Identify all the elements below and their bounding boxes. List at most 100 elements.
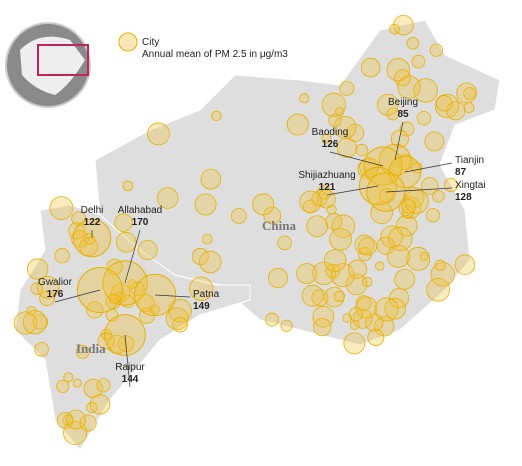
city-bubble [406, 246, 431, 271]
city-bubble [329, 228, 352, 251]
city-bubble [34, 341, 49, 357]
city-bubble [374, 297, 399, 322]
city-bubble [201, 233, 213, 245]
city-bubble [426, 277, 450, 302]
city-bubble [211, 110, 222, 122]
city-value: 128 [455, 192, 472, 203]
leader-line [124, 334, 131, 388]
city-bubble [252, 193, 275, 216]
city-bubble [456, 82, 477, 104]
leader-line [54, 289, 101, 303]
city-name: Delhi [81, 205, 104, 216]
city-bubble [75, 345, 90, 359]
india-shape [14, 204, 251, 451]
city-bubble [68, 222, 86, 240]
globe-land [20, 36, 85, 95]
city-bubble [434, 259, 446, 272]
city-bubble [345, 273, 368, 296]
city-bubble [432, 189, 445, 203]
city-bubble [267, 267, 288, 288]
city-bubble [347, 259, 368, 279]
city-bubble [386, 244, 410, 268]
city-bubble [370, 201, 393, 225]
city-value: 144 [122, 374, 139, 385]
city-bubble [384, 297, 406, 320]
city-bubble [404, 189, 429, 214]
city-bubble [286, 113, 309, 136]
city-bubble [321, 133, 332, 144]
leader-line [329, 151, 384, 167]
city-bubble [54, 248, 70, 264]
city-value: 126 [322, 139, 339, 150]
city-bubble [97, 332, 115, 350]
city-bubble [306, 215, 328, 238]
city-bubble [13, 311, 37, 335]
city-bubble [419, 251, 429, 261]
city-bubble [79, 414, 97, 432]
city-bubble [49, 196, 74, 220]
city-bubble [303, 199, 317, 214]
city-bubble [106, 258, 123, 275]
city-bubble [394, 268, 416, 290]
city-name: Shijiazhuang [298, 170, 355, 181]
city-bubble [376, 93, 399, 116]
city-value: 87 [455, 167, 467, 178]
city-value: 121 [319, 182, 336, 193]
city-bubble [63, 372, 74, 383]
city-bubble [330, 263, 355, 288]
city-name: Tianjin [455, 155, 484, 166]
city-bubble [321, 92, 346, 118]
leader-line [326, 185, 379, 196]
city-bubble [416, 110, 432, 126]
leader-line [404, 162, 453, 173]
city-bubble [311, 190, 328, 207]
city-bubble [333, 290, 346, 303]
city-bubble [361, 276, 373, 288]
country-label: India [76, 341, 106, 356]
city-bubble [386, 58, 410, 82]
city-bubble [63, 420, 88, 445]
legend-marker [118, 32, 138, 52]
globe-inset [5, 22, 91, 108]
city-bubble [360, 57, 381, 78]
city-name: Raipur [115, 362, 145, 373]
city-bubble [397, 75, 421, 99]
city-bubble [367, 329, 385, 346]
city-bubble [355, 143, 369, 157]
city-bubble [406, 37, 420, 50]
city-bubble [454, 254, 476, 275]
city-bubble [299, 190, 322, 214]
city-bubble [114, 213, 133, 232]
city-bubble [358, 237, 378, 256]
legend: City Annual mean of PM 2.5 in μg/m3 [118, 32, 288, 60]
city-bubble [137, 294, 155, 312]
city-bubble [156, 187, 179, 209]
leader-line [124, 229, 141, 284]
city-bubble [230, 208, 247, 224]
city-bubble [393, 14, 414, 36]
city-bubble [56, 411, 74, 429]
city-bubble [26, 305, 37, 316]
city-bubble [301, 284, 324, 307]
city-bubble [388, 226, 413, 252]
city-bubble [137, 240, 158, 261]
leader-line [385, 187, 453, 193]
city-bubble [424, 131, 445, 152]
city-bubble [463, 102, 475, 114]
city-bubble [115, 231, 137, 253]
city-bubble [325, 213, 343, 230]
city-bubble [72, 378, 82, 388]
legend-size-label: Annual mean of PM 2.5 in μg/m3 [142, 49, 288, 60]
city-name: Beijing [388, 97, 418, 108]
city-bubble [110, 283, 131, 303]
city-bubble [312, 305, 335, 328]
city-bubble [122, 180, 134, 192]
country-label: China [262, 218, 296, 233]
city-bubble [343, 332, 366, 355]
city-bubble [22, 310, 48, 335]
city-bubble [375, 261, 385, 271]
city-bubble [86, 301, 104, 319]
city-bubble [348, 307, 363, 322]
city-bubble [296, 263, 318, 285]
city-bubble [36, 275, 60, 299]
